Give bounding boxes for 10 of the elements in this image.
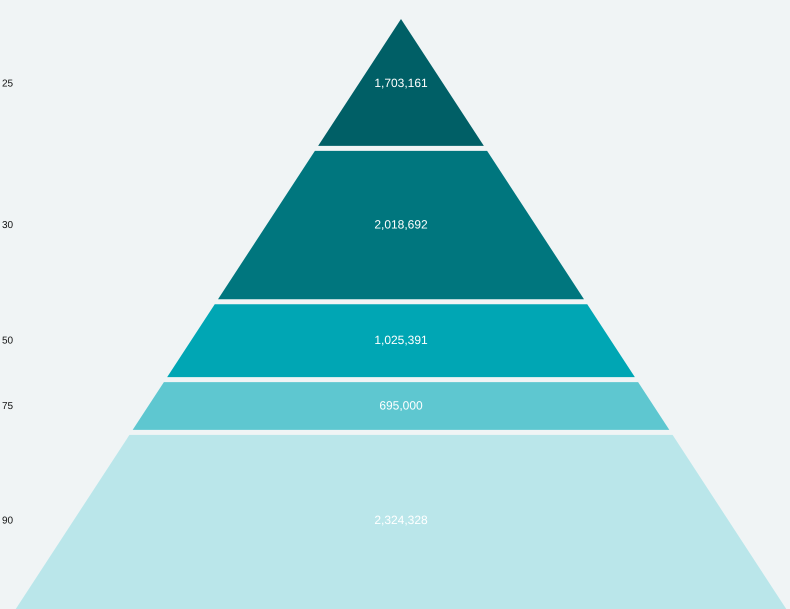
category-label: 30 [2, 220, 14, 231]
data-label: 2,018,692 [374, 217, 428, 232]
category-label: 25 [2, 78, 14, 90]
category-label: 50 [2, 335, 14, 346]
data-label: 1,025,391 [374, 332, 428, 347]
category-label: 75 [2, 400, 14, 412]
data-label: 695,000 [379, 398, 424, 412]
data-label: 2,324,328 [374, 513, 428, 528]
category-label: 90 [2, 515, 14, 526]
data-label: 1,703,161 [374, 76, 428, 90]
